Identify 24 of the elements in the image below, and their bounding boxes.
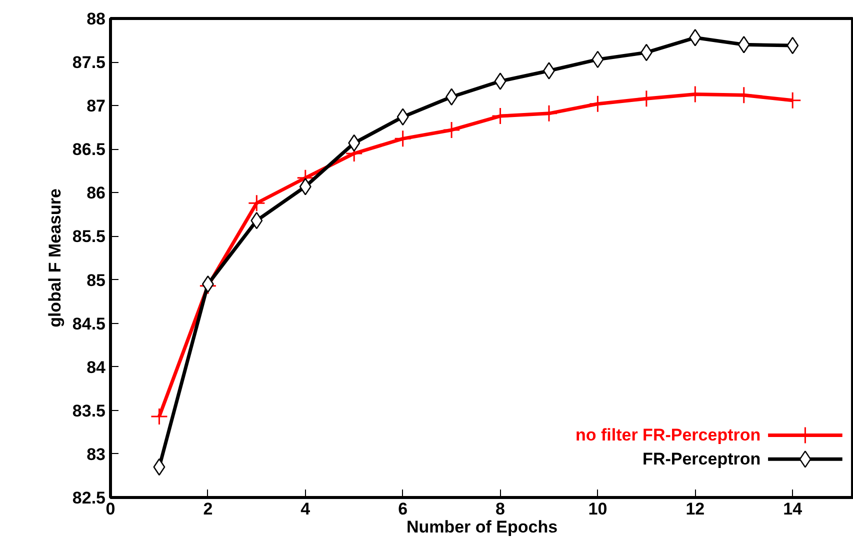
y-axis-title: global F Measure — [45, 188, 64, 328]
y-tick-label: 82.5 — [72, 488, 106, 508]
y-tick-label: 88 — [86, 10, 106, 28]
x-tick-label: 0 — [106, 500, 116, 518]
y-tick-label: 86.5 — [72, 140, 106, 160]
x-tick-label: 14 — [783, 500, 803, 518]
x-tick-label: 8 — [496, 500, 506, 518]
x-tick-label: 4 — [300, 500, 311, 518]
y-tick-label: 83.5 — [72, 401, 106, 420]
legend-label: no filter FR-Perceptron — [576, 426, 761, 445]
y-tick-label: 83 — [86, 444, 106, 464]
x-tick-label: 2 — [203, 500, 213, 518]
y-tick-label: 84.5 — [72, 314, 106, 334]
y-tick-label: 85 — [86, 270, 106, 290]
x-axis-title: Number of Epochs — [406, 518, 558, 536]
y-tick-label: 85.5 — [72, 227, 106, 246]
y-tick-label: 87.5 — [72, 53, 106, 72]
x-tick-label: 10 — [588, 500, 608, 518]
legend-label: FR-Perceptron — [642, 450, 761, 469]
y-tick-label: 84 — [86, 358, 106, 377]
y-tick-label: 86 — [86, 184, 106, 203]
x-tick-label: 6 — [398, 500, 408, 518]
x-tick-label: 12 — [686, 500, 705, 518]
y-tick-label: 87 — [86, 96, 106, 116]
